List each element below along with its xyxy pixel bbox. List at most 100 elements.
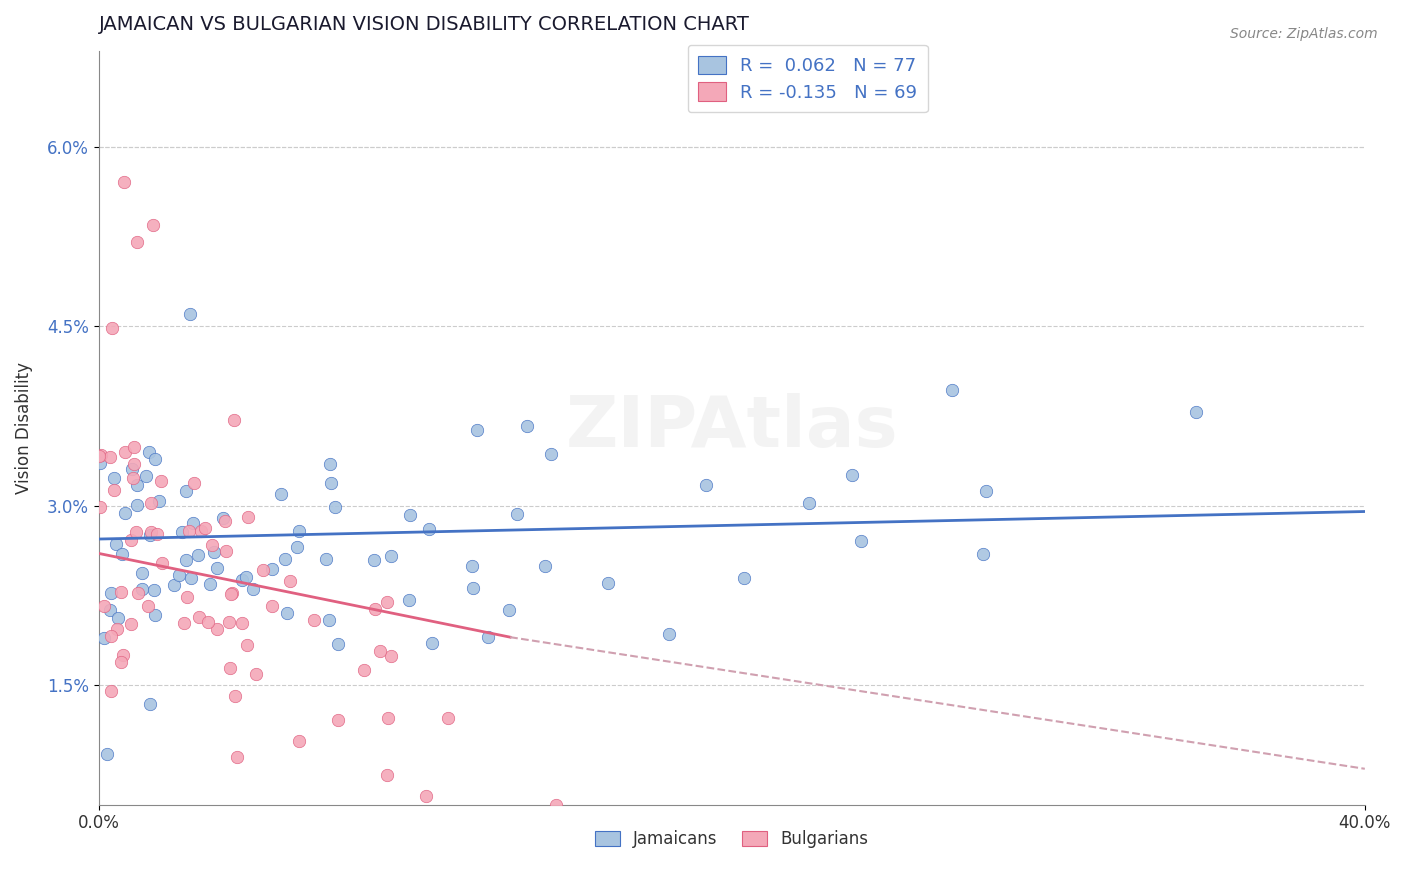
Point bbox=[221, 587, 243, 601]
Point bbox=[321, 476, 343, 491]
Point bbox=[89, 449, 111, 463]
Point bbox=[797, 495, 820, 509]
Point bbox=[120, 533, 142, 547]
Point bbox=[181, 516, 204, 530]
Point bbox=[302, 613, 325, 627]
Point bbox=[236, 509, 259, 524]
Point bbox=[974, 484, 997, 499]
Point bbox=[122, 457, 145, 471]
Point bbox=[89, 456, 111, 470]
Point bbox=[98, 603, 121, 617]
Point bbox=[201, 538, 224, 552]
Point bbox=[150, 556, 173, 570]
Point bbox=[179, 524, 201, 539]
Point bbox=[183, 476, 205, 491]
Point bbox=[172, 524, 194, 539]
Point bbox=[849, 534, 872, 549]
Point bbox=[112, 176, 135, 190]
Point bbox=[173, 615, 195, 630]
Point bbox=[142, 218, 165, 232]
Point bbox=[125, 235, 148, 250]
Point bbox=[122, 471, 145, 485]
Point bbox=[143, 608, 166, 623]
Point bbox=[180, 571, 202, 585]
Point bbox=[540, 447, 562, 461]
Point bbox=[318, 614, 340, 628]
Point bbox=[418, 522, 440, 536]
Point bbox=[841, 467, 863, 482]
Point bbox=[231, 573, 253, 587]
Point bbox=[104, 537, 127, 551]
Point bbox=[121, 462, 143, 476]
Point bbox=[103, 483, 125, 498]
Point bbox=[200, 577, 222, 591]
Point bbox=[252, 563, 274, 577]
Point bbox=[125, 498, 148, 512]
Point bbox=[127, 586, 149, 600]
Point bbox=[194, 521, 217, 535]
Point bbox=[276, 606, 298, 620]
Point bbox=[695, 478, 717, 492]
Point bbox=[498, 603, 520, 617]
Point bbox=[90, 448, 112, 462]
Point bbox=[139, 528, 162, 542]
Point bbox=[89, 500, 111, 514]
Point bbox=[131, 566, 153, 580]
Point bbox=[110, 655, 132, 669]
Point bbox=[278, 574, 301, 588]
Point bbox=[100, 629, 122, 643]
Point bbox=[420, 635, 443, 649]
Point bbox=[212, 511, 235, 525]
Point bbox=[149, 474, 172, 488]
Point bbox=[380, 549, 402, 564]
Point bbox=[207, 561, 229, 575]
Point bbox=[236, 638, 259, 652]
Point bbox=[260, 562, 283, 576]
Point bbox=[658, 626, 681, 640]
Point bbox=[398, 592, 420, 607]
Point bbox=[364, 602, 387, 616]
Y-axis label: Vision Disability: Vision Disability bbox=[15, 362, 32, 494]
Point bbox=[100, 683, 122, 698]
Point bbox=[143, 452, 166, 467]
Point bbox=[135, 469, 157, 483]
Point bbox=[188, 609, 211, 624]
Point bbox=[111, 648, 134, 663]
Point bbox=[214, 544, 236, 558]
Point bbox=[242, 582, 264, 596]
Point bbox=[235, 570, 257, 584]
Point bbox=[114, 445, 136, 459]
Point bbox=[375, 768, 398, 782]
Point bbox=[1185, 405, 1208, 419]
Point bbox=[174, 553, 197, 567]
Point bbox=[142, 582, 165, 597]
Point bbox=[328, 638, 350, 652]
Text: Source: ZipAtlas.com: Source: ZipAtlas.com bbox=[1230, 27, 1378, 41]
Point bbox=[941, 383, 963, 397]
Point bbox=[167, 568, 190, 582]
Point bbox=[221, 586, 243, 600]
Point bbox=[218, 615, 240, 630]
Point bbox=[138, 599, 160, 613]
Point bbox=[187, 548, 209, 562]
Point bbox=[120, 616, 142, 631]
Legend: R =  0.062   N = 77, R = -0.135   N = 69: R = 0.062 N = 77, R = -0.135 N = 69 bbox=[688, 45, 928, 112]
Point bbox=[103, 470, 125, 484]
Point bbox=[377, 711, 399, 725]
Point bbox=[218, 660, 240, 674]
Point bbox=[105, 622, 128, 636]
Point bbox=[176, 591, 198, 605]
Point bbox=[101, 320, 124, 334]
Point bbox=[96, 747, 118, 761]
Point bbox=[288, 524, 311, 538]
Point bbox=[463, 582, 485, 596]
Point bbox=[315, 552, 337, 566]
Point bbox=[139, 496, 162, 510]
Point bbox=[138, 445, 160, 459]
Point bbox=[375, 594, 398, 608]
Point bbox=[415, 789, 437, 803]
Point bbox=[163, 578, 186, 592]
Point bbox=[197, 615, 219, 630]
Point bbox=[733, 571, 755, 585]
Point bbox=[353, 663, 375, 677]
